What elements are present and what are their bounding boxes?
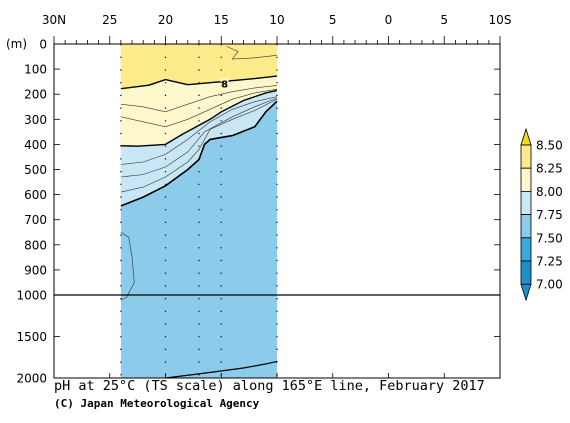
colorbar-segment xyxy=(520,237,532,262)
x-tick-label: 30N xyxy=(42,13,66,27)
thin-contour-deep-west xyxy=(120,232,135,301)
colorbar-segment xyxy=(520,167,532,192)
x-tick-label: 5 xyxy=(329,13,337,27)
band-fill-8.25-8.50 xyxy=(120,44,278,89)
colorbar-label: 8.25 xyxy=(536,162,563,176)
y-tick-label: 1000 xyxy=(16,289,47,303)
y-tick-label: 300 xyxy=(24,113,47,127)
thin-contour-0 xyxy=(120,96,278,165)
colorbar-label: 7.25 xyxy=(536,255,563,269)
y-tick-label: 700 xyxy=(24,213,47,227)
colorbar-segment xyxy=(520,144,532,169)
contour-8.25-8.50 xyxy=(120,75,278,90)
x-tick-label: 15 xyxy=(214,13,229,27)
colorbar-label: 7.50 xyxy=(536,231,563,245)
x-tick-label: 20 xyxy=(158,13,173,27)
thin-contour-4 xyxy=(120,85,278,113)
thin-contour-5 xyxy=(226,46,278,60)
colorbar-segment xyxy=(520,214,532,239)
colorbar-segment xyxy=(520,190,532,215)
y-tick-label: 400 xyxy=(24,138,47,152)
thin-contour-1 xyxy=(120,97,278,178)
colorbar-bottom-arrow xyxy=(520,283,532,302)
y-tick-label: 200 xyxy=(24,88,47,102)
thin-contour-2 xyxy=(120,98,278,193)
y-tick-label: 600 xyxy=(24,188,47,202)
y-tick-label: 2000 xyxy=(16,372,47,386)
colorbar: 8.50 8.25 8.00 7.75 7.50 7.25 7.00 xyxy=(520,127,563,302)
thin-contour-3 xyxy=(120,88,278,128)
y-tick-label: 1500 xyxy=(16,330,47,344)
colorbar-label: 8.50 xyxy=(536,139,563,153)
y-tick-label: 800 xyxy=(24,238,47,252)
x-tick-label: 0 xyxy=(385,13,393,27)
ph-band-fills xyxy=(120,44,278,378)
plot-axes: 30N 25 20 15 10 5 0 5 10S 0 100 200 300 400 500 600 700 8… xyxy=(6,13,511,386)
colorbar-label: 7.00 xyxy=(536,278,563,292)
y-unit-label: (m) xyxy=(6,37,27,51)
y-tick-label: 900 xyxy=(24,263,47,277)
contour-label: 8 xyxy=(221,80,228,91)
colorbar-segment xyxy=(520,260,532,285)
x-tick-label: 10S xyxy=(489,13,512,27)
colorbar-label: 7.75 xyxy=(536,208,563,222)
credit-text: (C) Japan Meteorological Agency xyxy=(54,397,260,410)
contour-deep-2000 xyxy=(165,360,278,379)
colorbar-top-arrow xyxy=(520,127,532,146)
x-tick-label: 25 xyxy=(102,13,117,27)
y-tick-label: 500 xyxy=(24,163,47,177)
y-tick-label: 100 xyxy=(24,63,47,77)
x-tick-label: 5 xyxy=(440,13,448,27)
colorbar-label: 8.00 xyxy=(536,185,563,199)
contour-8.00-8.25 xyxy=(120,89,278,147)
contour-7.75-8.00 xyxy=(120,100,278,207)
y-tick-label: 0 xyxy=(39,38,47,52)
x-tick-label: 10 xyxy=(269,13,284,27)
chart-title: pH at 25°C (TS scale) along 165°E line, … xyxy=(54,378,485,394)
ph-contour-lines: 8 xyxy=(120,46,278,379)
contour-label-bg xyxy=(220,77,229,89)
